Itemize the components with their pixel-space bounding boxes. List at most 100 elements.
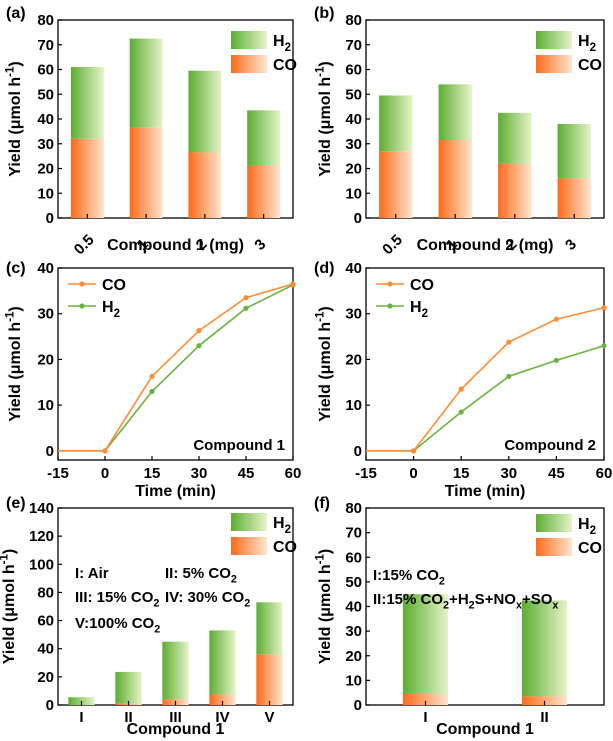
- bar-co: [247, 166, 281, 218]
- y-tick-label: 140: [29, 500, 54, 517]
- panel-label: (c): [6, 260, 26, 277]
- y-tick-label: 30: [345, 306, 362, 323]
- legend-label-h2: H2: [410, 299, 428, 320]
- bar-co: [438, 140, 472, 218]
- legend-label-h2: H2: [578, 516, 596, 537]
- x-tick-label: I: [79, 709, 83, 726]
- panel-label: (a): [6, 5, 26, 22]
- chart-annotation: Compound 1: [193, 437, 285, 454]
- x-tick-label: II: [540, 709, 548, 726]
- y-tick-label: 10: [345, 397, 362, 414]
- bar-h2: [256, 602, 283, 655]
- x-tick-label: 15: [144, 465, 161, 482]
- condition-note: III: 15% CO2: [75, 589, 159, 610]
- y-tick-label: 20: [37, 351, 54, 368]
- x-axis-title: Time (min): [445, 483, 526, 500]
- bar-h2: [557, 123, 591, 179]
- bar-co: [379, 151, 413, 218]
- y-axis-title: Yield (μmol h-1): [0, 549, 18, 664]
- legend-swatch-h2: [536, 31, 572, 49]
- y-tick-label: 70: [345, 525, 362, 542]
- data-point-h2: [149, 388, 155, 395]
- legend-marker-h2: [387, 303, 393, 309]
- y-tick-label: 20: [345, 648, 362, 665]
- bar-co: [498, 163, 532, 218]
- x-tick-label: 0.5: [71, 231, 98, 258]
- bar-co: [188, 152, 222, 218]
- plot-frame: [365, 267, 605, 461]
- x-tick-label: II: [124, 709, 132, 726]
- y-tick-label: 40: [37, 260, 54, 277]
- y-tick-label: 80: [345, 12, 362, 29]
- bar-h2: [438, 84, 472, 141]
- y-tick-label: 50: [345, 574, 362, 591]
- y-tick-label: 70: [345, 37, 362, 54]
- y-tick-label: 70: [37, 37, 54, 54]
- data-point-co: [506, 339, 512, 345]
- x-tick-label: IV: [215, 709, 229, 726]
- bar-h2: [521, 600, 568, 697]
- x-tick-label: -15: [355, 465, 377, 482]
- panel-label: (f): [314, 495, 330, 512]
- y-axis-title: Yield (μmol h-1): [5, 306, 24, 421]
- condition-note: IV: 30% CO2: [165, 589, 250, 610]
- x-tick-label: 3: [251, 236, 269, 254]
- y-tick-label: 30: [345, 623, 362, 640]
- x-tick-label: 30: [500, 465, 517, 482]
- condition-note: I:15% CO2: [373, 567, 445, 588]
- x-axis-title: Time (min): [135, 483, 216, 500]
- data-point-co: [601, 305, 607, 311]
- condition-note: II: 5% CO2: [165, 565, 237, 586]
- series-line-co: [58, 283, 294, 452]
- legend-label-co: CO: [410, 277, 434, 294]
- bar-co: [209, 694, 236, 705]
- chart-d: 0 10 20 30 40 -15 0 15 30 45 60 CO H2 Compound 2 Time …: [314, 260, 612, 500]
- legend-label-co: CO: [273, 57, 297, 74]
- data-point-co: [243, 295, 249, 301]
- legend-label-co: CO: [578, 540, 602, 557]
- bar-h2: [162, 641, 189, 700]
- y-tick-label: 10: [37, 185, 54, 202]
- x-tick-label: 45: [548, 465, 565, 482]
- data-point-co: [196, 328, 202, 334]
- bar-h2: [247, 110, 281, 167]
- legend-marker-co: [387, 281, 393, 287]
- legend-marker-co: [79, 281, 85, 287]
- x-tick-label: I: [423, 709, 427, 726]
- data-point-co: [149, 373, 155, 379]
- y-tick-label: 100: [29, 556, 54, 573]
- y-tick-label: 60: [37, 613, 54, 630]
- condition-note: II:15% CO2+H2S+NOx+SOx: [373, 591, 558, 612]
- y-tick-label: 10: [345, 185, 362, 202]
- y-tick-label: 40: [37, 111, 54, 128]
- y-axis-title: Yield (μmol h-1): [5, 61, 24, 176]
- y-tick-label: 0: [354, 210, 362, 227]
- bar-co: [256, 654, 283, 705]
- y-axis-title: Yield (μmol h-1): [315, 549, 334, 664]
- data-point-co: [411, 448, 417, 454]
- bar-h2: [115, 671, 142, 704]
- y-tick-label: 30: [37, 136, 54, 153]
- y-tick-label: 50: [37, 86, 54, 103]
- x-axis-title: Compound 1: [436, 721, 534, 738]
- legend-swatch-co: [231, 537, 267, 555]
- y-tick-label: 0: [354, 443, 362, 460]
- y-tick-label: 80: [37, 12, 54, 29]
- legend-label-h2: H2: [102, 299, 120, 320]
- panel-label: (b): [314, 5, 334, 22]
- panel-label: (e): [6, 495, 26, 512]
- data-point-h2: [506, 373, 512, 379]
- y-tick-label: 60: [345, 62, 362, 79]
- y-tick-label: 40: [345, 599, 362, 616]
- series-line-co: [366, 306, 605, 452]
- legend-swatch-h2: [536, 514, 572, 532]
- bar-h2: [402, 594, 449, 694]
- bar-co: [557, 178, 591, 218]
- x-tick-label: 60: [596, 465, 613, 482]
- x-axis-title: Compound 2 (mg): [417, 237, 554, 254]
- y-tick-label: 80: [345, 500, 362, 517]
- bar-co: [521, 696, 568, 705]
- y-tick-label: 20: [37, 669, 54, 686]
